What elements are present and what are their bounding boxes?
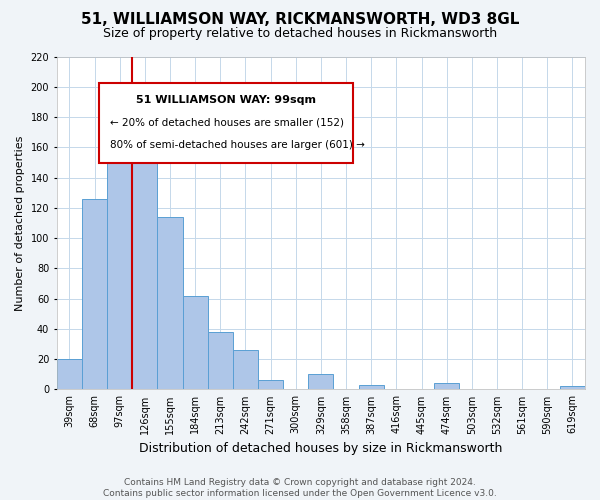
Bar <box>182 296 208 390</box>
Bar <box>57 359 82 390</box>
Bar <box>132 130 157 390</box>
Bar <box>308 374 334 390</box>
Text: ← 20% of detached houses are smaller (152): ← 20% of detached houses are smaller (15… <box>110 118 344 128</box>
FancyBboxPatch shape <box>99 83 353 163</box>
Bar <box>107 143 132 390</box>
X-axis label: Distribution of detached houses by size in Rickmansworth: Distribution of detached houses by size … <box>139 442 503 455</box>
Text: 80% of semi-detached houses are larger (601) →: 80% of semi-detached houses are larger (… <box>110 140 365 150</box>
Bar <box>157 217 182 390</box>
Bar <box>434 384 459 390</box>
Text: 51, WILLIAMSON WAY, RICKMANSWORTH, WD3 8GL: 51, WILLIAMSON WAY, RICKMANSWORTH, WD3 8… <box>81 12 519 28</box>
Text: 51 WILLIAMSON WAY: 99sqm: 51 WILLIAMSON WAY: 99sqm <box>136 95 316 105</box>
Text: Size of property relative to detached houses in Rickmansworth: Size of property relative to detached ho… <box>103 28 497 40</box>
Bar <box>560 386 585 390</box>
Bar <box>82 199 107 390</box>
Bar <box>359 385 384 390</box>
Bar <box>258 380 283 390</box>
Y-axis label: Number of detached properties: Number of detached properties <box>15 136 25 310</box>
Bar <box>233 350 258 390</box>
Text: Contains HM Land Registry data © Crown copyright and database right 2024.
Contai: Contains HM Land Registry data © Crown c… <box>103 478 497 498</box>
Bar <box>208 332 233 390</box>
